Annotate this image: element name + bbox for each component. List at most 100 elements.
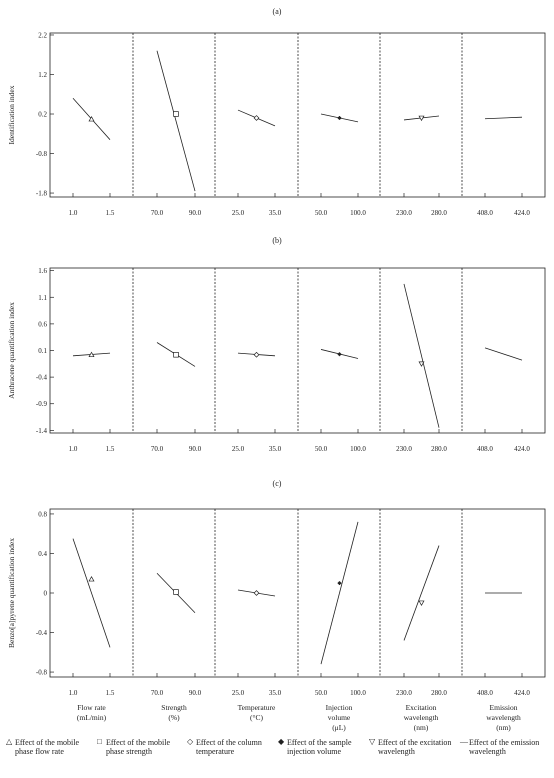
y-tick-label: 0.6	[38, 320, 47, 328]
plot-frame	[49, 508, 546, 678]
x-tick-label: 25.0	[232, 209, 245, 217]
effect-marker	[337, 351, 342, 357]
y-tick-label: 1.6	[38, 267, 47, 275]
factor-label: Flow rate	[77, 703, 106, 712]
square-marker-icon: □	[97, 737, 102, 746]
x-tick-label: 90.0	[189, 689, 202, 697]
panel-label: (c)	[273, 479, 282, 488]
effect-marker	[253, 115, 260, 121]
x-tick-label: 1.0	[69, 689, 78, 697]
x-tick-label: 100.0	[350, 445, 366, 453]
factor-label: (°C)	[250, 713, 263, 722]
effect-line	[484, 116, 523, 120]
factor-label: (mL/min)	[77, 713, 107, 722]
factor-label: Strength	[161, 703, 187, 712]
factor-label: Emission	[490, 703, 518, 712]
plot-frame	[49, 267, 546, 434]
diamond-filled-marker-icon: ◆	[278, 737, 285, 746]
x-tick-label: 50.0	[315, 689, 328, 697]
x-tick-label: 230.0	[396, 689, 412, 697]
effect-line	[403, 283, 440, 428]
factor-label: Excitation	[406, 703, 437, 712]
panel-label: (a)	[273, 7, 282, 16]
x-tick-label: 424.0	[514, 445, 530, 453]
legend-label: Effect of the emission wavelength	[469, 738, 540, 756]
panel-label: (b)	[272, 236, 282, 245]
x-tick-label: 100.0	[350, 689, 366, 697]
y-tick-label: 2.2	[38, 31, 47, 39]
y-tick-label: 0.8	[38, 510, 47, 518]
x-tick-label: 408.0	[477, 445, 493, 453]
y-tick-label: 0.2	[38, 111, 47, 119]
legend: △ Effect of the mobile phase flow rate □ Ef…	[0, 737, 554, 778]
y-tick-label: 0	[44, 590, 48, 598]
x-tick-label: 424.0	[514, 209, 530, 217]
effect-marker	[418, 361, 425, 367]
x-tick-label: 100.0	[350, 209, 366, 217]
factor-label: Temperature	[238, 703, 276, 712]
effect-line	[403, 545, 440, 641]
y-tick-label: 0.1	[38, 347, 47, 355]
y-tick-label: 1.1	[38, 294, 47, 302]
x-tick-label: 90.0	[189, 209, 202, 217]
x-tick-label: 1.5	[106, 209, 115, 217]
diamond-marker-icon: ◇	[187, 737, 194, 746]
y-tick-label: 0.4	[38, 550, 47, 558]
legend-label: Effect of the mobile phase flow rate	[15, 738, 80, 756]
factor-label: (μL)	[332, 723, 346, 732]
x-tick-label: 1.5	[106, 689, 115, 697]
factor-label: wavelength	[404, 713, 439, 722]
y-tick-label: 1.2	[38, 71, 47, 79]
effect-marker	[88, 116, 95, 122]
x-tick-label: 408.0	[477, 209, 493, 217]
effect-marker	[173, 352, 179, 358]
factor-label: wavelength	[486, 713, 521, 722]
x-tick-label: 50.0	[315, 209, 328, 217]
x-tick-label: 280.0	[431, 209, 447, 217]
y-axis-label: Identification index	[7, 85, 16, 144]
x-tick-label: 35.0	[269, 209, 282, 217]
effect-marker	[418, 600, 425, 607]
x-tick-label: 230.0	[396, 445, 412, 453]
x-tick-label: 70.0	[151, 209, 164, 217]
effect-marker	[88, 351, 95, 358]
x-tick-label: 280.0	[431, 445, 447, 453]
legend-label: Effect of the mobile phase strength	[106, 738, 171, 756]
triangle-marker-icon: △	[6, 737, 13, 746]
factor-label: (nm)	[414, 723, 429, 732]
effect-line	[484, 347, 523, 361]
y-tick-label: -0.4	[36, 374, 48, 382]
factor-label: Injection	[326, 703, 353, 712]
x-tick-label: 1.0	[69, 209, 78, 217]
effect-marker	[253, 351, 260, 358]
factor-label: (nm)	[496, 723, 511, 732]
x-tick-label: 408.0	[477, 689, 493, 697]
effect-marker	[173, 111, 179, 117]
x-tick-label: 25.0	[232, 689, 245, 697]
effect-line	[320, 521, 359, 665]
factor-label: (%)	[168, 713, 180, 722]
y-tick-label: -0.9	[36, 400, 48, 408]
x-tick-label: 424.0	[514, 689, 530, 697]
legend-label: Effect of the excitation wavelength	[378, 738, 452, 756]
x-tick-label: 25.0	[232, 445, 245, 453]
x-tick-label: 35.0	[269, 689, 282, 697]
x-tick-label: 1.0	[69, 445, 78, 453]
plot-frame	[49, 32, 546, 198]
effect-line	[72, 538, 111, 648]
y-tick-label: -0.8	[36, 669, 48, 677]
x-tick-label: 230.0	[396, 209, 412, 217]
factor-label: volume	[328, 713, 351, 722]
effect-line	[156, 50, 196, 192]
x-tick-label: 1.5	[106, 445, 115, 453]
x-tick-label: 280.0	[431, 689, 447, 697]
x-tick-label: 50.0	[315, 445, 328, 453]
y-axis-label: Anthracene quantification index	[7, 302, 16, 399]
y-tick-label: -0.8	[36, 150, 48, 158]
x-tick-label: 90.0	[189, 445, 202, 453]
x-tick-label: 70.0	[151, 689, 164, 697]
effect-marker	[337, 580, 342, 586]
y-tick-label: -0.4	[36, 629, 48, 637]
effect-marker	[173, 589, 179, 595]
